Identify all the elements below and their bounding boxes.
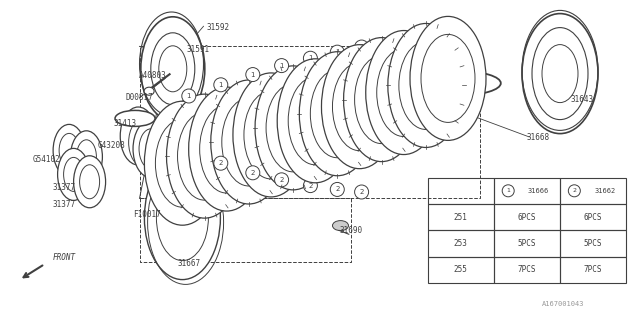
- Text: D00817: D00817: [125, 93, 154, 102]
- Text: 2: 2: [360, 189, 364, 195]
- Ellipse shape: [303, 179, 317, 193]
- Ellipse shape: [189, 87, 265, 211]
- Ellipse shape: [151, 33, 195, 105]
- Ellipse shape: [115, 110, 155, 126]
- Text: A167001043: A167001043: [542, 301, 584, 307]
- Ellipse shape: [144, 87, 154, 95]
- Bar: [428, 204, 493, 230]
- Ellipse shape: [522, 13, 598, 134]
- Text: F10017: F10017: [133, 210, 161, 219]
- Ellipse shape: [58, 148, 90, 200]
- Ellipse shape: [365, 30, 442, 155]
- Ellipse shape: [568, 185, 580, 197]
- Text: 1: 1: [218, 82, 223, 88]
- Text: 31413: 31413: [113, 119, 136, 128]
- Text: 2: 2: [251, 170, 255, 176]
- Ellipse shape: [344, 38, 420, 162]
- Text: 1: 1: [250, 72, 255, 77]
- Ellipse shape: [275, 173, 289, 187]
- Text: 31690: 31690: [339, 226, 362, 235]
- Ellipse shape: [141, 17, 205, 121]
- Ellipse shape: [166, 94, 243, 218]
- Ellipse shape: [145, 101, 220, 225]
- Bar: [560, 178, 626, 204]
- Ellipse shape: [321, 45, 397, 169]
- Bar: [428, 230, 493, 257]
- Ellipse shape: [275, 59, 289, 73]
- Text: 2: 2: [335, 187, 339, 192]
- Text: 1: 1: [186, 93, 191, 99]
- Text: 5PCS: 5PCS: [518, 239, 536, 248]
- Ellipse shape: [53, 124, 85, 176]
- Text: 31666: 31666: [528, 188, 549, 194]
- Text: 255: 255: [454, 266, 468, 275]
- Text: 31662: 31662: [594, 188, 616, 194]
- Text: 251: 251: [454, 213, 468, 222]
- Bar: [428, 257, 493, 283]
- Bar: [428, 178, 493, 204]
- Ellipse shape: [277, 59, 353, 183]
- Text: 7PCS: 7PCS: [518, 266, 536, 275]
- Text: 6PCS: 6PCS: [584, 213, 602, 222]
- Text: 253: 253: [454, 239, 468, 248]
- Text: 2: 2: [219, 160, 223, 166]
- Text: 31592: 31592: [206, 23, 229, 32]
- Ellipse shape: [120, 107, 156, 165]
- Ellipse shape: [214, 78, 228, 92]
- Text: 1: 1: [359, 44, 364, 50]
- Text: 31668: 31668: [526, 133, 549, 142]
- Bar: [493, 230, 560, 257]
- Ellipse shape: [211, 80, 287, 204]
- Ellipse shape: [246, 68, 260, 82]
- Text: 31667: 31667: [177, 260, 200, 268]
- Ellipse shape: [255, 66, 331, 190]
- Text: FRONT: FRONT: [53, 253, 76, 262]
- Text: 1: 1: [506, 188, 510, 193]
- Ellipse shape: [355, 40, 369, 54]
- Text: 6PCS: 6PCS: [518, 213, 536, 222]
- Ellipse shape: [76, 140, 97, 174]
- Ellipse shape: [333, 220, 349, 231]
- Ellipse shape: [133, 120, 169, 178]
- Text: 31377: 31377: [52, 183, 76, 192]
- Text: 1: 1: [279, 63, 284, 68]
- Text: 2: 2: [280, 177, 284, 183]
- Text: 2: 2: [308, 183, 312, 188]
- Bar: [493, 204, 560, 230]
- Ellipse shape: [70, 131, 102, 183]
- Text: 1: 1: [308, 55, 313, 61]
- Ellipse shape: [303, 51, 317, 65]
- Text: 31591: 31591: [187, 45, 210, 54]
- Text: 5PCS: 5PCS: [584, 239, 602, 248]
- Ellipse shape: [300, 52, 375, 176]
- Bar: [560, 257, 626, 283]
- Ellipse shape: [388, 23, 464, 148]
- Text: 31377: 31377: [52, 200, 76, 209]
- Ellipse shape: [182, 89, 196, 103]
- Text: 2: 2: [572, 188, 577, 193]
- Ellipse shape: [246, 166, 260, 180]
- Text: A40803: A40803: [138, 71, 166, 80]
- Bar: [560, 204, 626, 230]
- Ellipse shape: [59, 133, 79, 167]
- Text: G54102: G54102: [32, 156, 60, 164]
- Ellipse shape: [233, 73, 309, 197]
- Text: 1: 1: [335, 49, 340, 55]
- Ellipse shape: [159, 46, 187, 92]
- Ellipse shape: [214, 156, 228, 170]
- Bar: [493, 257, 560, 283]
- Ellipse shape: [502, 185, 514, 197]
- Ellipse shape: [330, 182, 344, 196]
- Ellipse shape: [145, 156, 220, 280]
- Text: 31643: 31643: [571, 95, 594, 104]
- Bar: [493, 178, 560, 204]
- Text: 7PCS: 7PCS: [584, 266, 602, 275]
- Ellipse shape: [74, 156, 106, 208]
- Ellipse shape: [355, 185, 369, 199]
- Ellipse shape: [410, 16, 486, 140]
- Text: G43208: G43208: [98, 141, 126, 150]
- Bar: [560, 230, 626, 257]
- Ellipse shape: [330, 45, 344, 59]
